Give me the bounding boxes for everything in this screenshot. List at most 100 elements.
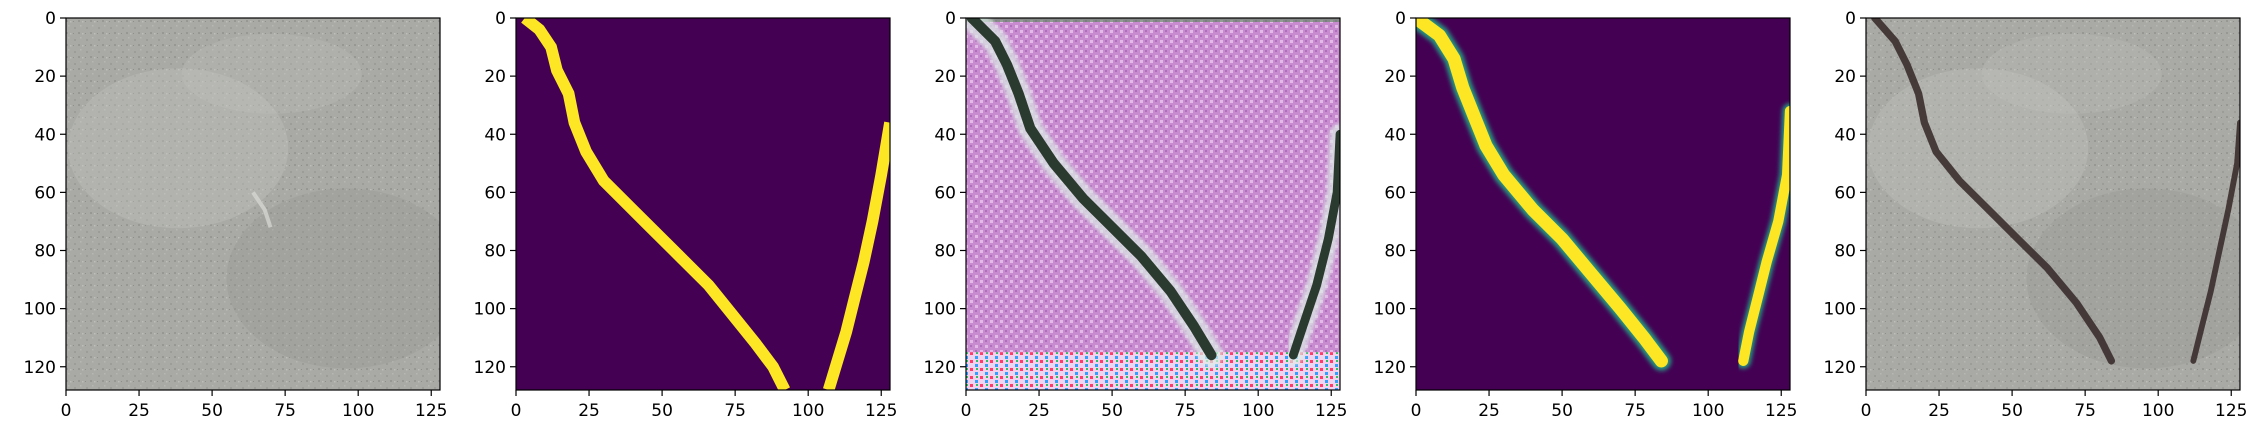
x-tick-label: 75: [1624, 401, 1646, 421]
x-tick-label: 125: [415, 401, 447, 421]
y-tick-label: 0: [495, 9, 506, 29]
texture-patch: [226, 188, 440, 369]
y-tick-label: 60: [1384, 183, 1406, 203]
y-tick-label: 100: [924, 300, 956, 320]
x-tick-label: 100: [2142, 401, 2174, 421]
y-tick-label: 120: [24, 358, 56, 378]
image-area: [1416, 18, 1790, 390]
y-tick-label: 80: [1834, 242, 1856, 262]
crack-line: [1288, 129, 1340, 360]
panel-frame: [65, 17, 441, 391]
x-tick-label: 125: [2215, 401, 2247, 421]
y-tick-label: 40: [1384, 125, 1406, 145]
x-tick-label: 25: [1928, 401, 1950, 421]
y-tick-label: 100: [474, 300, 506, 320]
image-area: [966, 18, 1340, 390]
scratch-mark: [251, 191, 273, 228]
y-tick-label: 100: [1824, 300, 1856, 320]
y-tick-label: 20: [1384, 67, 1406, 87]
crack-line: [966, 18, 1217, 361]
mask-background: [1416, 18, 1790, 390]
image-area: [516, 18, 890, 390]
y-tick-label: 40: [34, 125, 56, 145]
panel-frame: [965, 17, 1341, 391]
y-tick-label: 120: [1824, 358, 1856, 378]
crack-line: [2190, 119, 2240, 364]
x-tick-label: 50: [1551, 401, 1573, 421]
texture-patch: [68, 68, 289, 229]
x-tick-label: 25: [1028, 401, 1050, 421]
crack-line: [1871, 18, 2116, 365]
texture-patch: [1981, 33, 2162, 114]
y-tick-label: 0: [945, 9, 956, 29]
x-tick-label: 50: [1101, 401, 1123, 421]
crack-mask: [823, 121, 890, 390]
x-tick-label: 100: [1692, 401, 1724, 421]
x-tick-label: 100: [342, 401, 374, 421]
subplot-4: 0 25 50 75 100 125 0 20 40 60 80 100 120: [1374, 9, 1798, 421]
crack-mask: [521, 18, 791, 390]
crack-prob-core: [1416, 18, 1668, 368]
x-tick-label: 0: [1411, 401, 1422, 421]
x-tick-label: 25: [1478, 401, 1500, 421]
y-tick-label: 20: [934, 67, 956, 87]
subplot-3: 0 25 50 75 100 125 0 20 40 60 80 100 120: [924, 9, 1348, 421]
subplot-1: 0 25 50 75 100 125 0 20 40 60 80 100 120: [24, 9, 448, 421]
x-tick-label: 75: [274, 401, 296, 421]
y-tick-label: 120: [924, 358, 956, 378]
y-tick-label: 0: [45, 9, 56, 29]
artifact-band: [966, 352, 1340, 390]
panel-frame: [515, 17, 891, 391]
y-tick-label: 20: [484, 67, 506, 87]
x-tick-label: 75: [1174, 401, 1196, 421]
texture-patch: [181, 33, 362, 114]
x-tick-label: 50: [201, 401, 223, 421]
x-tick-label: 100: [1242, 401, 1274, 421]
x-tick-label: 125: [865, 401, 897, 421]
x-tick-label: 0: [961, 401, 972, 421]
mask-background: [516, 18, 890, 390]
x-tick-label: 0: [511, 401, 522, 421]
y-tick-label: 60: [934, 183, 956, 203]
panel-frame: [1865, 17, 2241, 391]
y-tick-label: 100: [24, 300, 56, 320]
y-tick-label: 80: [484, 242, 506, 262]
x-tick-label: 125: [1765, 401, 1797, 421]
x-tick-label: 0: [61, 401, 72, 421]
x-tick-label: 25: [128, 401, 150, 421]
image-area: [66, 18, 440, 390]
panel-frame: [1415, 17, 1791, 391]
crack-prob-core: [1738, 105, 1790, 367]
x-tick-label: 50: [651, 401, 673, 421]
subplot-2: 0 25 50 75 100 125 0 20 40 60 80 100 120: [474, 9, 898, 421]
x-tick-label: 100: [792, 401, 824, 421]
y-tick-label: 40: [484, 125, 506, 145]
y-tick-label: 120: [1374, 358, 1406, 378]
texture-patch: [2026, 188, 2240, 369]
image-area: [1866, 18, 2240, 390]
y-tick-label: 20: [1834, 67, 1856, 87]
y-tick-label: 60: [34, 183, 56, 203]
x-tick-label: 75: [724, 401, 746, 421]
y-tick-label: 120: [474, 358, 506, 378]
artifact-edge: [966, 18, 1340, 22]
y-tick-label: 100: [1374, 300, 1406, 320]
concrete-texture: [1866, 18, 2240, 390]
y-tick-label: 60: [1834, 183, 1856, 203]
generated-texture: [966, 18, 1340, 390]
x-tick-label: 125: [1315, 401, 1347, 421]
concrete-texture: [66, 18, 440, 390]
y-tick-label: 40: [1834, 125, 1856, 145]
x-tick-label: 75: [2074, 401, 2096, 421]
y-tick-label: 20: [34, 67, 56, 87]
y-tick-label: 0: [1845, 9, 1856, 29]
y-tick-label: 80: [934, 242, 956, 262]
y-tick-label: 80: [1384, 242, 1406, 262]
x-tick-label: 25: [578, 401, 600, 421]
subplot-5: 0 25 50 75 100 125 0 20 40 60 80 100 120: [1824, 9, 2248, 421]
y-tick-label: 60: [484, 183, 506, 203]
y-tick-label: 40: [934, 125, 956, 145]
y-tick-label: 0: [1395, 9, 1406, 29]
x-tick-label: 0: [1861, 401, 1872, 421]
